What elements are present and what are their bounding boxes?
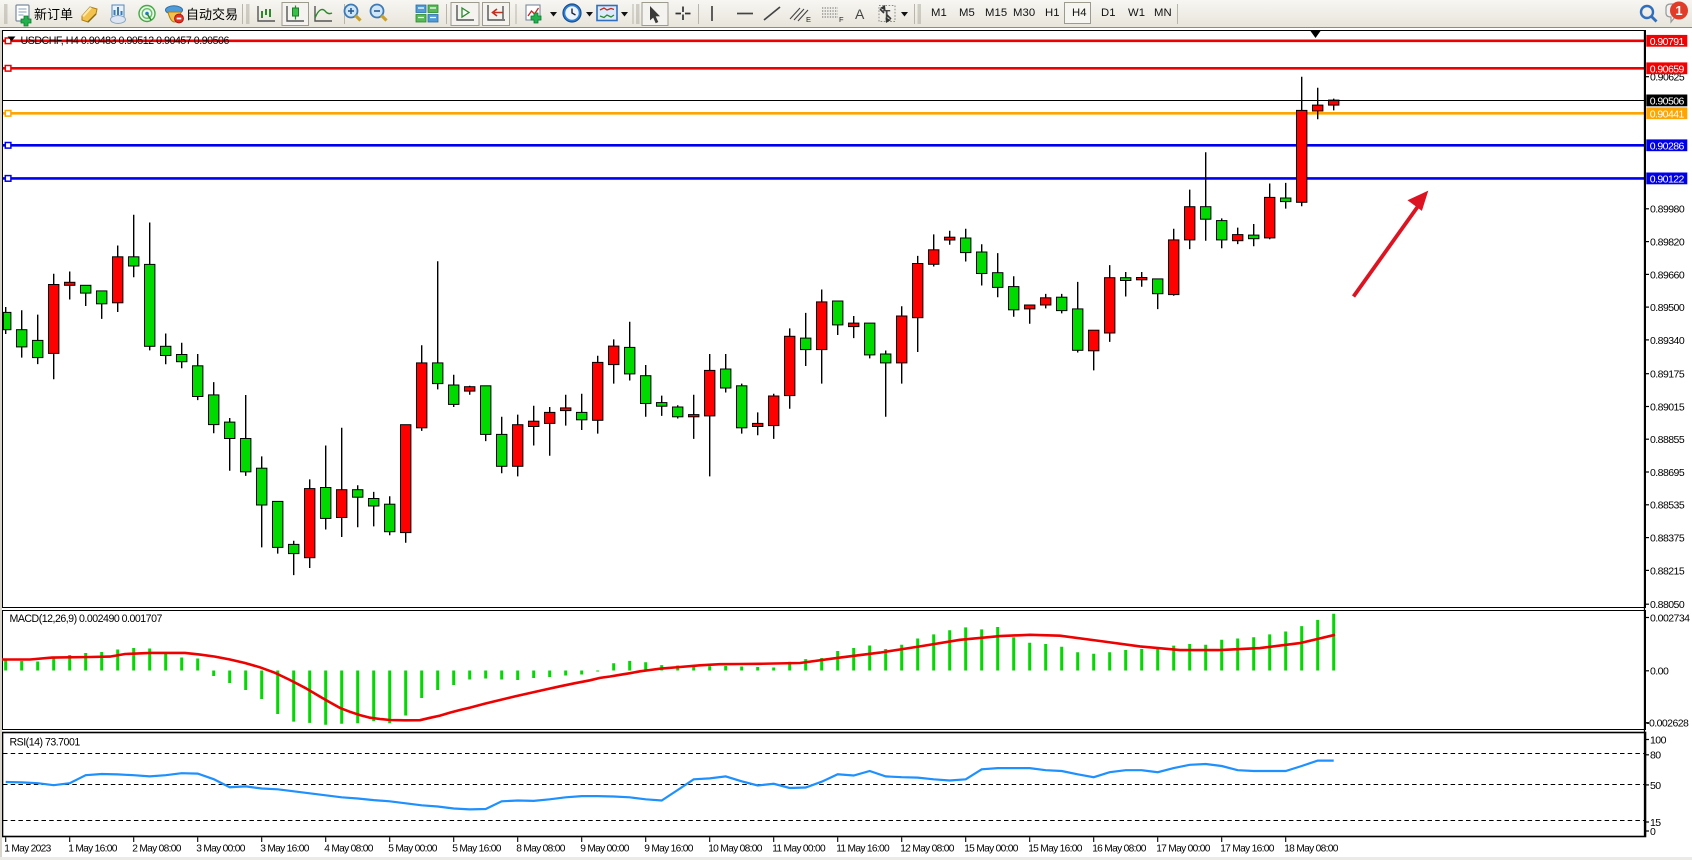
svg-text:12 May 08:00: 12 May 08:00 — [900, 844, 955, 855]
svg-text:MACD(12,26,9) 0.002490 0.00170: MACD(12,26,9) 0.002490 0.001707 — [10, 613, 163, 625]
svg-text:100: 100 — [1650, 734, 1667, 746]
svg-text:0.00: 0.00 — [1650, 666, 1669, 678]
svg-text:50: 50 — [1650, 780, 1661, 792]
svg-text:新订单: 新订单 — [34, 7, 73, 22]
svg-text:T: T — [883, 8, 891, 22]
svg-text:5 May 00:00: 5 May 00:00 — [388, 844, 438, 855]
svg-text:1 May 2023: 1 May 2023 — [4, 844, 51, 855]
svg-text:0.89980: 0.89980 — [1650, 204, 1685, 216]
svg-text:RSI(14) 73.7001: RSI(14) 73.7001 — [10, 737, 81, 749]
svg-text:17 May 16:00: 17 May 16:00 — [1220, 844, 1275, 855]
svg-text:5 May 16:00: 5 May 16:00 — [452, 844, 502, 855]
svg-text:0.89340: 0.89340 — [1650, 335, 1685, 347]
svg-text:80: 80 — [1650, 750, 1661, 762]
svg-text:15: 15 — [1650, 817, 1661, 829]
svg-text:9 May 16:00: 9 May 16:00 — [644, 844, 694, 855]
svg-text:9 May 00:00: 9 May 00:00 — [580, 844, 630, 855]
svg-text:0.89820: 0.89820 — [1650, 237, 1685, 249]
svg-text:0.88695: 0.88695 — [1650, 467, 1685, 479]
svg-text:自动交易: 自动交易 — [186, 7, 238, 22]
svg-text:0.88375: 0.88375 — [1650, 533, 1685, 545]
svg-text:2 May 08:00: 2 May 08:00 — [132, 844, 182, 855]
svg-text:0.90441: 0.90441 — [1650, 108, 1685, 120]
svg-text:1: 1 — [1675, 3, 1682, 18]
svg-text:11 May 00:00: 11 May 00:00 — [772, 844, 826, 855]
svg-text:0.88215: 0.88215 — [1650, 565, 1685, 577]
svg-text:0.88050: 0.88050 — [1650, 599, 1685, 611]
svg-text:0.88535: 0.88535 — [1650, 500, 1685, 512]
svg-text:USDCHF, H4 0.90483 0.90512 0.: USDCHF, H4 0.90483 0.90512 0.90457 0.905… — [21, 35, 230, 47]
svg-text:16 May 08:00: 16 May 08:00 — [1092, 844, 1147, 855]
svg-text:0.90791: 0.90791 — [1650, 36, 1685, 48]
svg-text:0.90122: 0.90122 — [1650, 173, 1685, 185]
svg-text:0.89175: 0.89175 — [1650, 369, 1685, 381]
svg-text:0.90625: 0.90625 — [1650, 72, 1685, 84]
svg-text:0.002734: 0.002734 — [1650, 612, 1690, 624]
svg-text:0.88855: 0.88855 — [1650, 434, 1685, 446]
svg-text:A: A — [855, 6, 865, 22]
svg-text:8 May 08:00: 8 May 08:00 — [516, 844, 566, 855]
svg-text:17 May 00:00: 17 May 00:00 — [1156, 844, 1211, 855]
svg-text:15 May 16:00: 15 May 16:00 — [1028, 844, 1083, 855]
svg-text:18 May 08:00: 18 May 08:00 — [1284, 844, 1339, 855]
svg-text:0.90659: 0.90659 — [1650, 63, 1685, 75]
svg-text:3 May 16:00: 3 May 16:00 — [260, 844, 310, 855]
svg-text:0.89660: 0.89660 — [1650, 269, 1685, 281]
svg-text:0: 0 — [1650, 826, 1656, 838]
svg-text:3 May 00:00: 3 May 00:00 — [196, 844, 246, 855]
svg-text:0.89500: 0.89500 — [1650, 302, 1685, 314]
svg-text:-0.002628: -0.002628 — [1646, 718, 1689, 730]
svg-text:E: E — [806, 15, 811, 24]
svg-text:4 May 08:00: 4 May 08:00 — [324, 844, 374, 855]
svg-text:0.90506: 0.90506 — [1650, 95, 1685, 107]
svg-text:11 May 16:00: 11 May 16:00 — [836, 844, 890, 855]
svg-text:1 May 16:00: 1 May 16:00 — [68, 844, 118, 855]
svg-text:F: F — [839, 15, 844, 24]
svg-text:10 May 08:00: 10 May 08:00 — [708, 844, 763, 855]
svg-text:15 May 00:00: 15 May 00:00 — [964, 844, 1019, 855]
svg-text:0.90286: 0.90286 — [1650, 140, 1685, 152]
svg-text:0.89015: 0.89015 — [1650, 401, 1685, 413]
